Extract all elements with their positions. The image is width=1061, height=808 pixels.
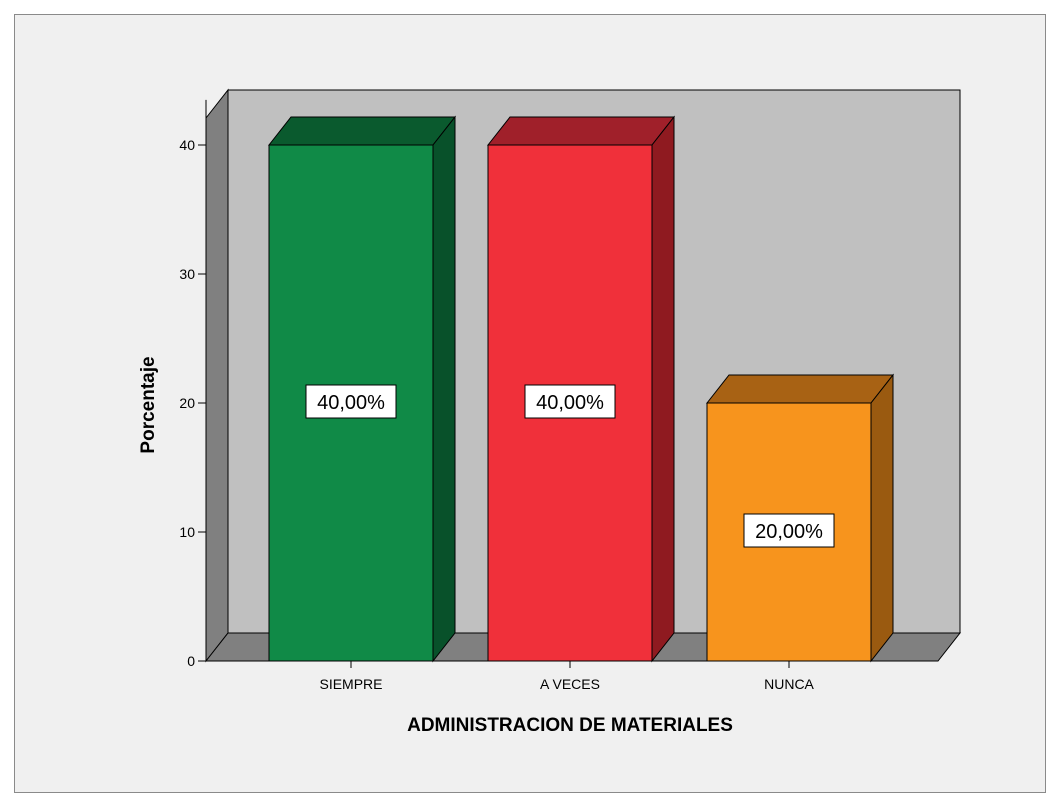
y-axis: 0 10 20 30 40 [179, 99, 207, 669]
bar-side [651, 115, 675, 663]
x-tick-label: A VECES [540, 676, 600, 692]
bar-side [432, 115, 456, 663]
data-label: 40,00% [317, 392, 385, 414]
side-wall [205, 88, 229, 663]
data-label-box [524, 384, 616, 419]
bar-top [486, 116, 676, 146]
y-tick-label: 10 [179, 524, 195, 540]
data-label: 40,00% [536, 392, 604, 414]
chart-svg: 0 10 20 30 40 40,00% 40,00% 20,00% SIEMPRE A VE… [138, 88, 962, 736]
data-labels: 40,00% 40,00% 20,00% [305, 384, 835, 548]
data-label: 20,00% [755, 521, 823, 543]
y-axis-title: Porcentaje [138, 356, 159, 453]
data-label-box [305, 384, 397, 419]
x-axis-categories: SIEMPRE A VECES NUNCA [319, 661, 815, 692]
y-tick-label: 40 [179, 137, 195, 153]
data-label-box [743, 513, 835, 548]
x-tick-label: NUNCA [764, 676, 814, 692]
y-tick-label: 0 [187, 653, 195, 669]
bar-side [870, 373, 894, 663]
y-tick-label: 30 [179, 266, 195, 282]
x-axis-title: ADMINISTRACION DE MATERIALES [407, 715, 733, 736]
y-tick-label: 20 [179, 395, 195, 411]
bar-top [267, 116, 457, 146]
x-tick-label: SIEMPRE [319, 676, 382, 692]
bar-top [705, 374, 895, 404]
chart-frame: 0 10 20 30 40 40,00% 40,00% 20,00% SIEMPRE A VE… [14, 14, 1046, 793]
